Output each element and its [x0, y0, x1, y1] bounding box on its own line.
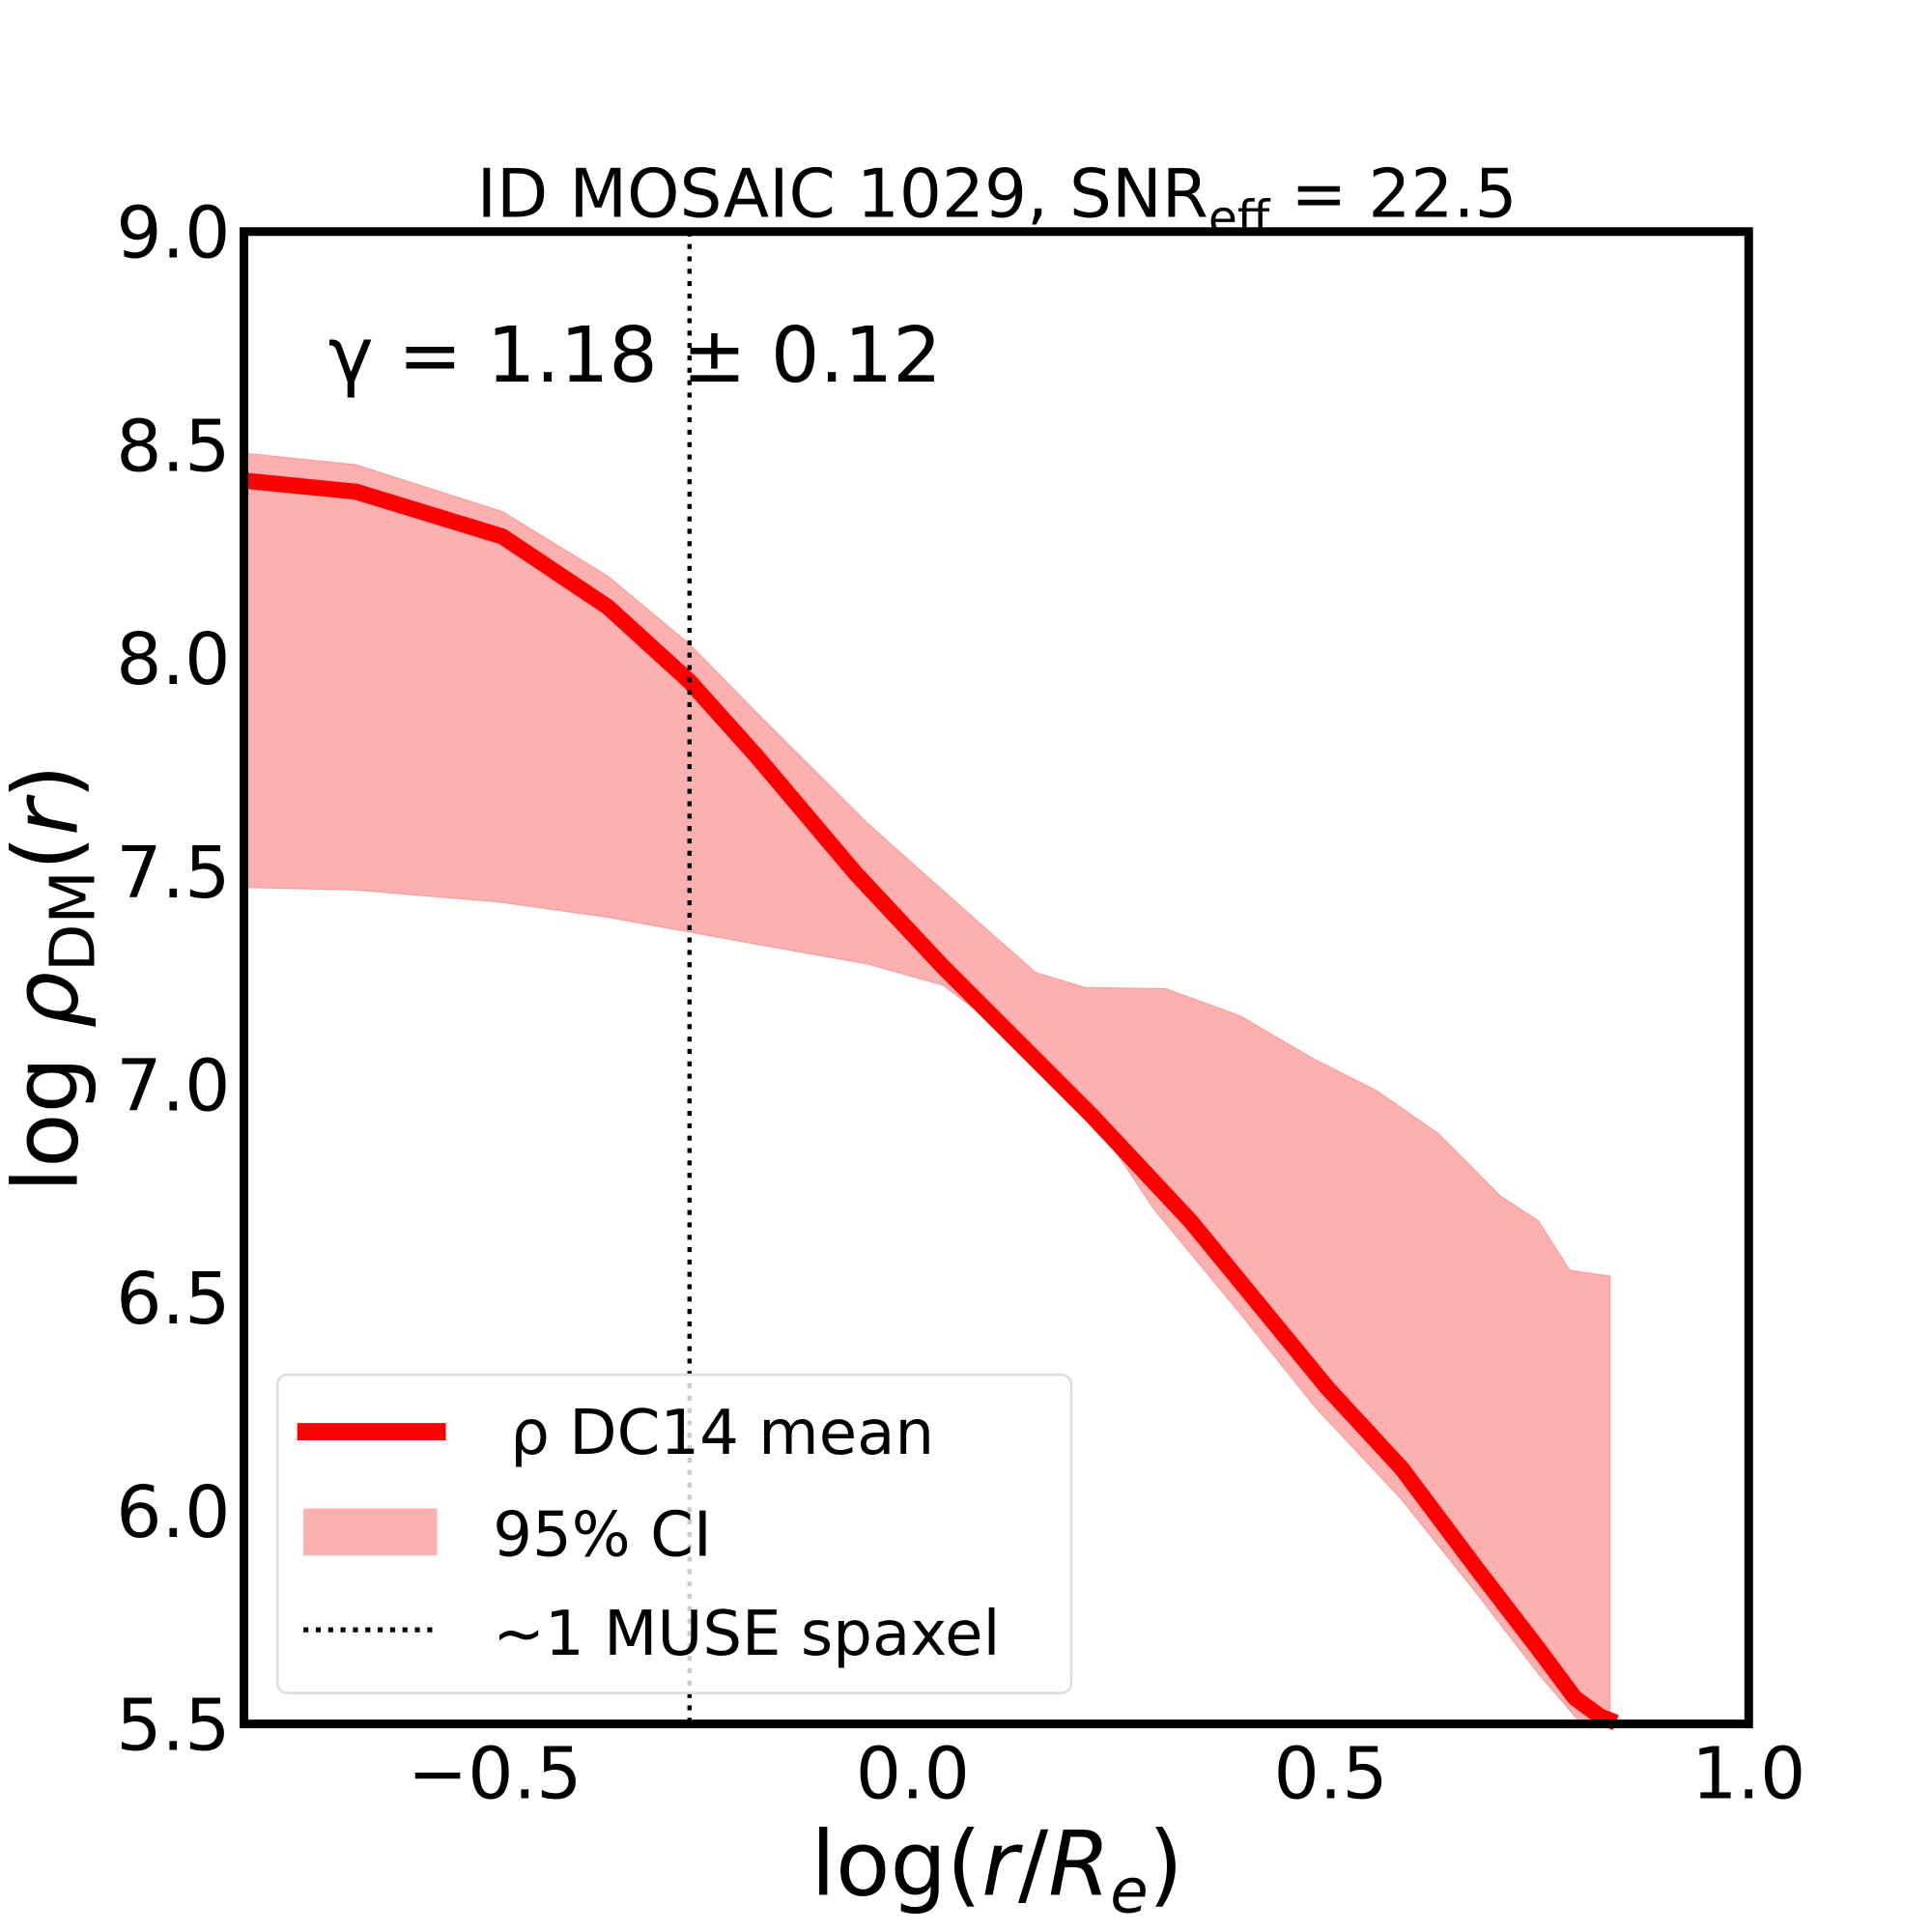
legend-spaxel-label: ~1 MUSE spaxel [493, 1599, 1000, 1670]
ticks: −0.5 0.0 0.5 1.0 5.5 6.0 6.5 7.0 7.5 8.0 8.5 9.0 [116, 191, 1805, 1816]
chart-title: ID MOSAIC 1029, SNReff = 22.5 [477, 156, 1518, 245]
legend-box [275, 1373, 1073, 1694]
y-tick-label: 6.0 [116, 1470, 230, 1554]
legend: ρ DC14 mean 95% CI ~1 MUSE spaxel [275, 1373, 1073, 1694]
x-tick-label: 1.0 [1691, 1732, 1805, 1816]
ci-band-layer [242, 452, 1611, 1725]
y-tick-label: 7.0 [116, 1043, 230, 1127]
x-tick-label: 0.0 [856, 1732, 970, 1816]
y-tick-label: 8.0 [116, 617, 230, 701]
x-axis-label: log(r/Re) [810, 1812, 1182, 1928]
mean-line [242, 472, 1619, 1731]
y-tick-label: 9.0 [116, 191, 230, 275]
y-tick-label: 8.5 [116, 404, 230, 488]
y-tick-label: 6.5 [116, 1257, 230, 1341]
axes-frame [240, 227, 1753, 1729]
x-tick-label: 0.5 [1273, 1732, 1387, 1816]
ci-band [242, 452, 1611, 1725]
legend-ci-swatch [303, 1508, 438, 1556]
gamma-annotation: γ = 1.18 ± 0.12 [328, 310, 942, 400]
y-axis-label: log ρDM(r) [0, 764, 109, 1192]
legend-mean-label: ρ DC14 mean [510, 1398, 934, 1469]
y-tick-label: 5.5 [116, 1684, 230, 1768]
x-tick-label: −0.5 [408, 1732, 582, 1816]
y-tick-label: 7.5 [116, 831, 230, 915]
legend-ci-label: 95% CI [493, 1499, 712, 1571]
mean-line-layer [242, 472, 1619, 1731]
